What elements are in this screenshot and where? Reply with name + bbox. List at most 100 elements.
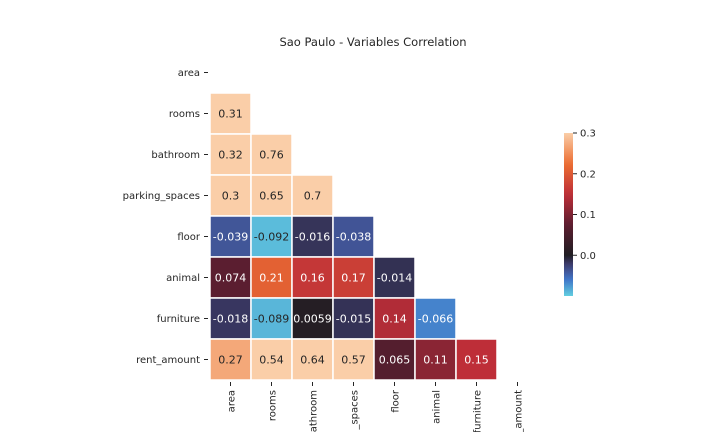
- y-tick-label: animal: [166, 273, 200, 284]
- colorbar-gradient: [564, 133, 573, 296]
- colorbar: 0.3 0.2 0.1 0.0: [564, 129, 596, 296]
- x-tick-label: athroom: [309, 390, 320, 432]
- heatmap-cell-label: 0.17: [341, 272, 366, 285]
- heatmap-cell-label: 0.3: [222, 190, 240, 203]
- heatmap-cell-rect: [414, 338, 457, 381]
- heatmap-cell: 0.21: [250, 256, 293, 299]
- heatmap-cell-label: 0.31: [218, 108, 243, 121]
- heatmap-cell-rect: [250, 338, 293, 381]
- heatmap-cell: 0.0059: [291, 297, 334, 340]
- heatmap-cell-label: -0.066: [418, 313, 453, 326]
- y-tick-label: floor: [177, 232, 201, 243]
- heatmap-cell-rect: [455, 338, 498, 381]
- heatmap-cell-label: -0.089: [254, 313, 289, 326]
- heatmap-cell: -0.066: [414, 297, 457, 340]
- heatmap-cell: -0.014: [373, 256, 416, 299]
- heatmap-cell-rect: [414, 297, 457, 340]
- heatmap-cells: 0.31 0.32 0.76 0.3 0.65 0.7 -0.039 -0.092 -0.016…: [209, 92, 498, 381]
- heatmap-cell-label: -0.015: [336, 313, 371, 326]
- x-tick-label: rooms: [268, 390, 279, 421]
- heatmap-cell-label: -0.039: [213, 231, 248, 244]
- colorbar-tick-label: 0.1: [580, 210, 596, 221]
- heatmap-cell: 0.16: [291, 256, 334, 299]
- heatmap-cell: 0.32: [209, 133, 252, 176]
- heatmap-cell-label: 0.64: [300, 354, 325, 367]
- heatmap-cell-label: -0.018: [213, 313, 248, 326]
- heatmap-cell-rect: [332, 297, 375, 340]
- heatmap-cell: 0.074: [209, 256, 252, 299]
- heatmap-cell-label: 0.15: [464, 354, 489, 367]
- heatmap-cell-rect: [332, 256, 375, 299]
- y-tick-label: bathroom: [151, 150, 200, 161]
- heatmap-cell: -0.015: [332, 297, 375, 340]
- x-tick-label: floor: [391, 389, 402, 413]
- heatmap-cell: 0.31: [209, 92, 252, 135]
- heatmap-cell-rect: [373, 297, 416, 340]
- y-tick-label: parking_spaces: [123, 191, 200, 202]
- colorbar-tick-label: 0.0: [580, 251, 596, 262]
- heatmap-cell: 0.11: [414, 338, 457, 381]
- x-axis: area rooms athroom _spaces floor animal furnit…: [227, 382, 525, 432]
- heatmap-cell-label: -0.016: [295, 231, 330, 244]
- chart-title: Sao Paulo - Variables Correlation: [279, 35, 466, 49]
- y-tick-label: rooms: [169, 109, 200, 120]
- heatmap-cell: 0.27: [209, 338, 252, 381]
- heatmap-cell-rect: [209, 92, 252, 135]
- heatmap-cell-label: 0.21: [259, 272, 284, 285]
- heatmap-cell-rect: [250, 297, 293, 340]
- heatmap-cell: 0.65: [250, 174, 293, 217]
- x-tick-label: furniture: [473, 390, 484, 432]
- heatmap-cell: -0.018: [209, 297, 252, 340]
- heatmap-cell-rect: [209, 338, 252, 381]
- heatmap-cell: -0.092: [250, 215, 293, 258]
- x-tick-label: _spaces: [350, 390, 361, 431]
- heatmap-cell-rect: [332, 338, 375, 381]
- heatmap-cell: 0.57: [332, 338, 375, 381]
- x-tick-label: area: [227, 390, 238, 412]
- heatmap-cell: 0.15: [455, 338, 498, 381]
- heatmap-cell: 0.7: [291, 174, 334, 217]
- heatmap-cell-label: 0.11: [423, 354, 448, 367]
- heatmap-cell-label: 0.76: [259, 149, 284, 162]
- heatmap-cell: 0.76: [250, 133, 293, 176]
- heatmap-cell: 0.3: [209, 174, 252, 217]
- heatmap-cell-rect: [291, 174, 334, 217]
- y-tick-label: furniture: [157, 314, 200, 325]
- heatmap-cell-label: 0.16: [300, 272, 325, 285]
- heatmap-cell: 0.14: [373, 297, 416, 340]
- heatmap-cell-rect: [250, 256, 293, 299]
- heatmap-cell-label: -0.038: [336, 231, 371, 244]
- heatmap-cell-label: 0.65: [259, 190, 284, 203]
- heatmap-cell-label: 0.27: [218, 354, 243, 367]
- heatmap-cell-rect: [209, 297, 252, 340]
- y-tick-label: area: [178, 68, 200, 79]
- heatmap-cell-label: 0.14: [382, 313, 407, 326]
- heatmap-cell-label: 0.0059: [293, 313, 332, 326]
- heatmap-cell-rect: [250, 215, 293, 258]
- heatmap-cell-label: 0.57: [341, 354, 366, 367]
- heatmap-cell: 0.065: [373, 338, 416, 381]
- colorbar-tick-label: 0.3: [580, 129, 596, 140]
- heatmap-cell: -0.016: [291, 215, 334, 258]
- heatmap-cell: 0.54: [250, 338, 293, 381]
- heatmap-cell-label: 0.065: [379, 354, 411, 367]
- heatmap-cell-label: 0.074: [215, 272, 247, 285]
- heatmap-cell-label: -0.092: [254, 231, 289, 244]
- heatmap-cell-label: -0.014: [377, 272, 412, 285]
- heatmap-cell-label: 0.54: [259, 354, 284, 367]
- x-tick-label: _amount: [514, 390, 525, 432]
- heatmap-cell-label: 0.7: [304, 190, 322, 203]
- heatmap-cell: 0.17: [332, 256, 375, 299]
- colorbar-tick-label: 0.2: [580, 169, 596, 180]
- x-tick-label: animal: [432, 390, 443, 424]
- heatmap-cell-rect: [332, 215, 375, 258]
- heatmap-cell: 0.64: [291, 338, 334, 381]
- heatmap-cell: -0.038: [332, 215, 375, 258]
- heatmap-cell: -0.039: [209, 215, 252, 258]
- heatmap-cell: -0.089: [250, 297, 293, 340]
- heatmap-cell-label: 0.32: [218, 149, 243, 162]
- y-tick-label: rent_amount: [136, 355, 200, 366]
